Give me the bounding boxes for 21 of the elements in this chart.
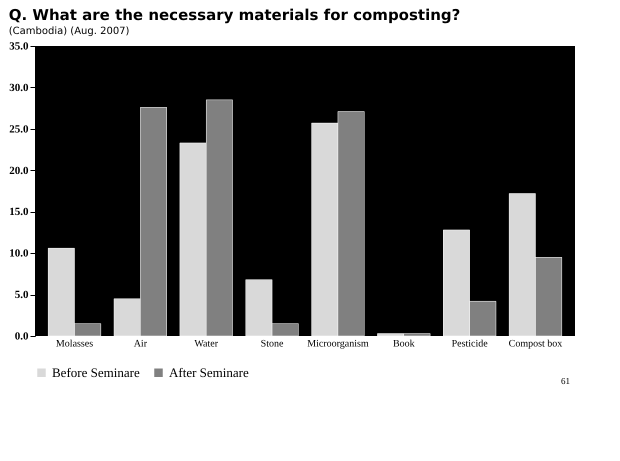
x-tick-label: Molasses — [56, 338, 94, 350]
x-tick-label: Water — [194, 338, 219, 350]
y-tick-label: 10.0 — [9, 248, 29, 260]
text: 61 — [561, 376, 570, 386]
legend-label: After Seminare — [169, 364, 249, 380]
y-tick-label: 20.0 — [9, 164, 29, 177]
x-tick-label: Book — [392, 338, 415, 350]
x-tick-label: Air — [134, 338, 148, 350]
y-tick-label: 15.0 — [9, 206, 29, 218]
y-tick-label: 30.0 — [9, 82, 29, 94]
legend-label: Before Seminare — [52, 364, 140, 380]
chart-title: Q. What are the necessary materials for composting? — [8, 6, 460, 24]
y-tick-label: 0.0 — [14, 330, 29, 342]
chart-subtitle: (Cambodia) (Aug. 2007) — [8, 26, 130, 37]
x-tick-label: Microorganism — [307, 338, 369, 350]
y-tick-label: 25.0 — [9, 123, 29, 136]
x-tick-label: Stone — [260, 338, 284, 350]
y-tick-label: 5.0 — [14, 289, 29, 302]
x-tick-label: Pesticide — [452, 338, 488, 350]
y-tick-label: 35.0 — [9, 40, 29, 52]
x-tick-label: Compost box — [508, 338, 562, 350]
